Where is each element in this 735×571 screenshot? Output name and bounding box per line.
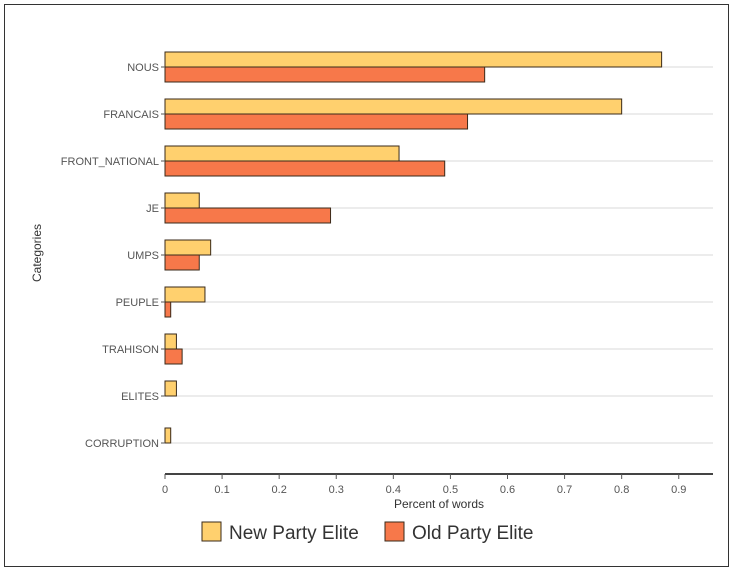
y-tick-label: JE [146, 203, 159, 215]
y-axis-tick-labels: NOUS FRANCAIS FRONT_NATIONAL JE UMPS PEUPLE TR… [61, 62, 165, 450]
bar-new-party-elite [164, 427, 172, 444]
bar-new-party-elite [164, 286, 206, 303]
bar-new-party-elite [164, 192, 200, 209]
bar-old-party-elite [164, 301, 172, 318]
legend-swatch [384, 521, 405, 542]
legend-swatch [201, 521, 222, 542]
bars [164, 51, 663, 444]
y-tick-label: UMPS [127, 250, 159, 262]
x-tick-label: 0.9 [671, 484, 686, 496]
bar-new-party-elite [164, 239, 212, 256]
bar-new-party-elite [164, 98, 623, 115]
bar-old-party-elite [164, 207, 332, 224]
bar-old-party-elite [164, 348, 183, 365]
bar-old-party-elite [164, 66, 486, 83]
x-tick-label: 0.6 [500, 484, 515, 496]
y-tick-label: FRANCAIS [103, 109, 159, 121]
x-tick-label: 0.4 [386, 484, 401, 496]
y-axis-title: Categories [30, 224, 44, 282]
x-axis: 0 0.1 0.2 0.3 0.4 0.5 0.6 0.7 0.8 0.9 [162, 473, 713, 496]
legend: New Party Elite Old Party Elite [201, 521, 533, 544]
y-tick-label: PEUPLE [116, 297, 159, 309]
bar-new-party-elite [164, 51, 663, 68]
legend-label: Old Party Elite [412, 523, 533, 544]
y-tick-label: CORRUPTION [85, 438, 159, 450]
bar-old-party-elite [164, 254, 200, 271]
x-tick-label: 0.2 [272, 484, 287, 496]
bar-new-party-elite [164, 333, 177, 350]
bar-old-party-elite [164, 113, 469, 130]
y-tick-label: NOUS [127, 62, 159, 74]
bar-new-party-elite [164, 145, 400, 162]
y-tick-label: TRAHISON [102, 344, 159, 356]
x-tick-label: 0.7 [557, 484, 572, 496]
x-axis-title: Percent of words [394, 497, 484, 511]
bar-new-party-elite [164, 380, 177, 397]
legend-label: New Party Elite [229, 523, 359, 544]
y-tick-label: ELITES [121, 391, 159, 403]
x-tick-label: 0.5 [443, 484, 458, 496]
y-tick-label: FRONT_NATIONAL [61, 156, 159, 168]
bar-old-party-elite [164, 160, 446, 177]
x-tick-label: 0.1 [214, 484, 229, 496]
x-tick-label: 0 [162, 484, 168, 496]
x-tick-label: 0.3 [329, 484, 344, 496]
x-tick-label: 0.8 [614, 484, 629, 496]
